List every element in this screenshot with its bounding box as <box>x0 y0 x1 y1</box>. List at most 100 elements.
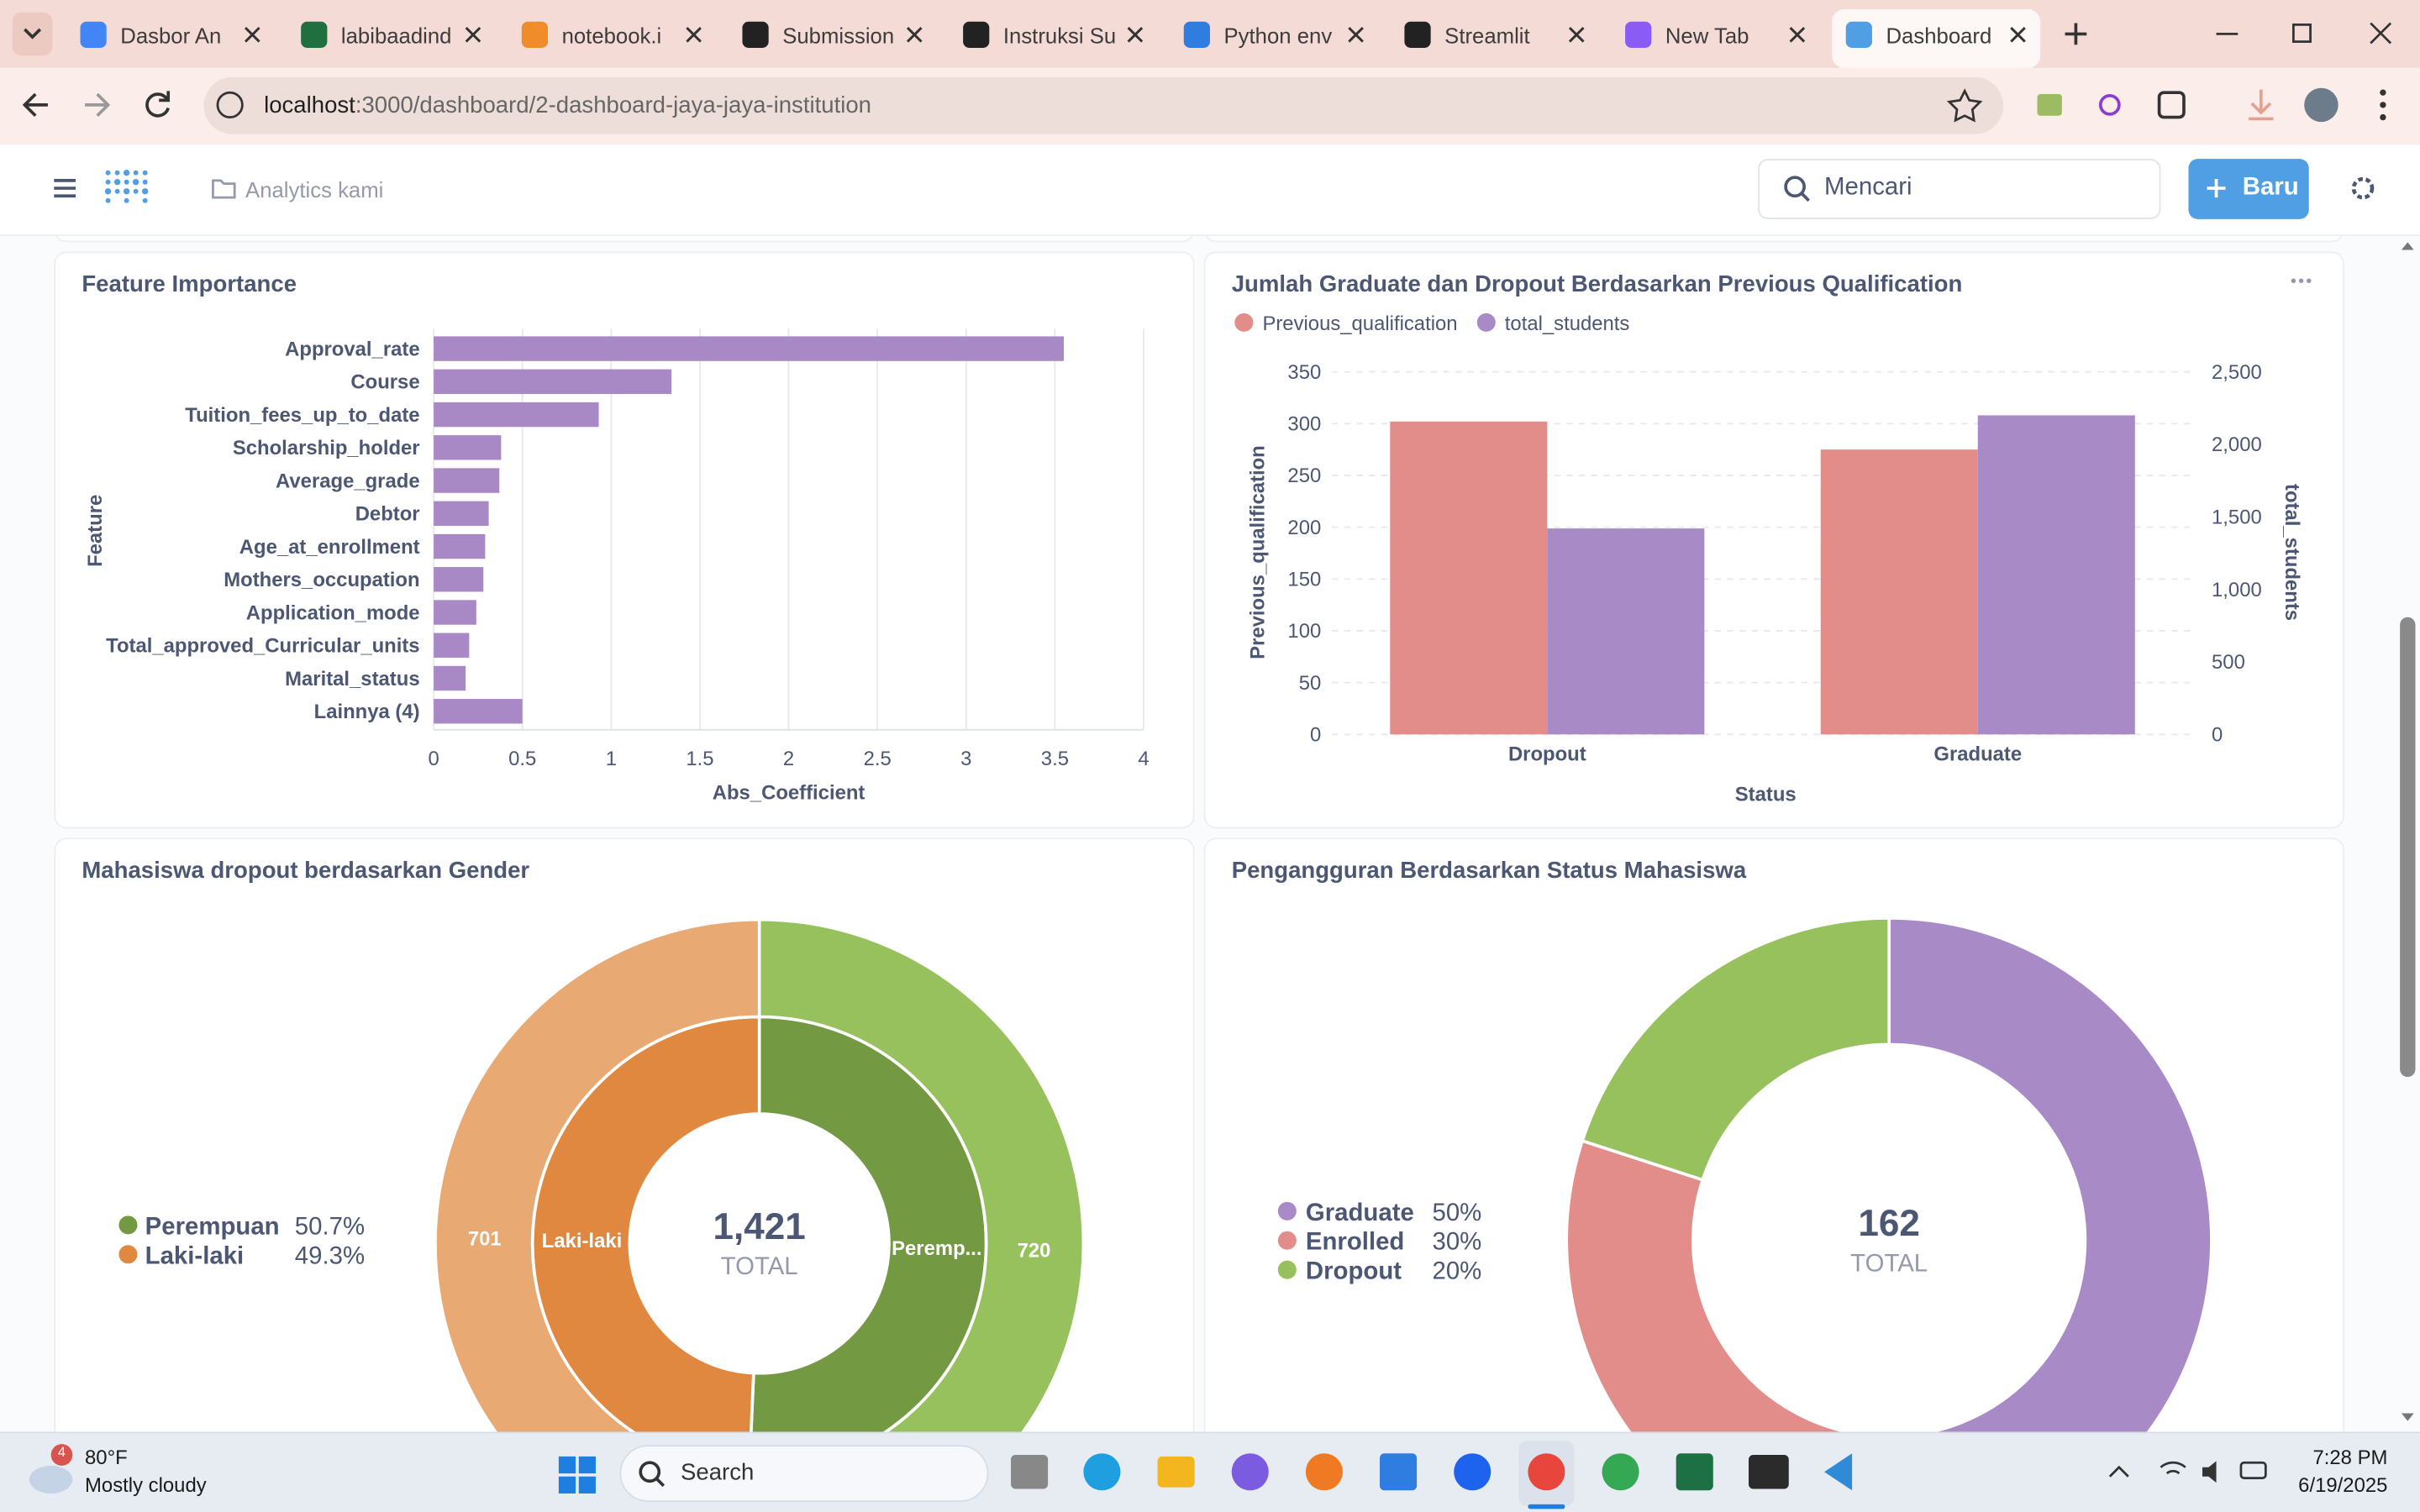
sidebar-toggle[interactable] <box>54 179 76 198</box>
bar <box>434 435 502 460</box>
app-icon[interactable] <box>1454 1453 1491 1491</box>
legend-value: 50% <box>1432 1199 1481 1226</box>
wifi-icon[interactable] <box>2160 1461 2186 1475</box>
url: localhost:3000/dashboard/2-dashboard-jay… <box>264 92 871 118</box>
url-field[interactable] <box>203 76 2004 134</box>
restore-button[interactable] <box>2292 24 2312 43</box>
profile-avatar[interactable] <box>2304 87 2338 123</box>
reload-button[interactable] <box>145 91 171 118</box>
logo[interactable] <box>104 170 149 203</box>
browser-tab[interactable]: Streamlit <box>1389 9 1605 61</box>
breadcrumb[interactable]: Analytics kami <box>245 177 384 202</box>
bar <box>434 501 489 526</box>
browser-tab[interactable]: notebook.i <box>506 9 722 61</box>
tab-icons <box>1404 21 1585 48</box>
menu-button[interactable] <box>2380 113 2386 121</box>
app-icon[interactable] <box>1011 1455 1049 1489</box>
bar <box>434 699 523 724</box>
weather-desc[interactable]: Mostly cloudy <box>85 1473 207 1497</box>
browser-tab[interactable]: Dasbor An <box>65 9 281 61</box>
scrollbar[interactable] <box>2396 234 2420 1431</box>
card: Feature Importance 0 0.5 1 1.5 2 2.5 3 3.5 4 Appr… <box>54 251 1195 829</box>
legend-swatch <box>118 1245 138 1264</box>
site-info-icon[interactable] <box>216 91 244 118</box>
total-value: 1,421 <box>713 1206 806 1247</box>
app-icon[interactable] <box>1231 1453 1269 1491</box>
extension-icon[interactable] <box>2098 94 2121 116</box>
bar <box>1547 528 1705 735</box>
y-tick-label: 150 <box>1287 569 1321 591</box>
forward-button[interactable] <box>85 92 111 118</box>
y-tick-label: Tuition_fees_up_to_date <box>185 404 419 427</box>
legend-label: total_students <box>1505 312 1630 335</box>
browser-tab[interactable]: Instruksi Su <box>948 9 1164 61</box>
card-menu[interactable] <box>2286 271 2323 290</box>
x-tick-label: 2 <box>783 748 794 770</box>
donut-segment <box>434 917 761 1432</box>
card <box>1203 236 2345 243</box>
clock-date[interactable]: 6/19/2025 <box>2298 1473 2388 1497</box>
legend-value: 20% <box>1432 1257 1481 1285</box>
tray-chevron[interactable] <box>2108 1465 2129 1478</box>
start-button[interactable] <box>558 1456 596 1494</box>
taskbar-icons <box>29 1441 2267 1509</box>
donut-segment <box>1565 1138 1855 1432</box>
legend-swatch <box>1277 1231 1297 1250</box>
bar <box>434 369 672 395</box>
tab-title: Instruksi Su <box>1002 23 1117 48</box>
bar <box>1390 421 1548 735</box>
y-tick-label: Approval_rate <box>285 338 419 360</box>
app-icon[interactable] <box>1528 1453 1565 1491</box>
new-button[interactable] <box>2188 159 2309 219</box>
browser-tab[interactable]: Python env <box>1168 9 1384 61</box>
search-box[interactable] <box>1758 159 2161 219</box>
taskbar-search[interactable] <box>619 1445 989 1503</box>
new-tab-button[interactable] <box>2065 23 2087 45</box>
app-icon[interactable] <box>1676 1453 1713 1491</box>
extension-icon[interactable] <box>2037 94 2062 116</box>
legend-label: Previous_qualification <box>1262 312 1457 335</box>
donut-segment <box>757 917 1086 1432</box>
y-tick-label: Debtor <box>355 503 420 526</box>
x-tick-label: 1.5 <box>686 748 713 770</box>
bar <box>434 402 599 428</box>
bookmark-star[interactable] <box>1946 88 1983 123</box>
downloads-button[interactable] <box>2249 89 2274 121</box>
app-icon[interactable] <box>1083 1453 1121 1491</box>
bar <box>434 533 486 559</box>
chart: 162 TOTAL Graduate 50% Enrolled 30% Dropout 20% <box>1277 916 2213 1432</box>
browser-tab[interactable]: Submission <box>727 9 943 61</box>
clock-time[interactable]: 7:28 PM <box>2312 1446 2388 1469</box>
settings-button[interactable] <box>2351 176 2375 200</box>
extensions-button[interactable] <box>2157 91 2186 119</box>
bar <box>434 600 476 625</box>
app-icon[interactable] <box>1157 1456 1195 1488</box>
card-title: Jumlah Graduate dan Dropout Berdasarkan … <box>1231 271 1963 298</box>
chart: Peremp... Laki-laki 720 701 1,421 TOTAL Peremp… <box>118 917 1086 1432</box>
tab-icons <box>80 21 260 48</box>
browser-tab[interactable]: New Tab <box>1610 9 1826 61</box>
app-icon[interactable] <box>1602 1453 1639 1491</box>
bar <box>434 633 470 658</box>
toolbar: localhost:3000/dashboard/2-dashboard-jay… <box>0 67 2420 145</box>
app-header-icons <box>54 159 2375 219</box>
search-icon <box>1784 176 1806 198</box>
battery-icon[interactable] <box>2239 1461 2267 1479</box>
volume-icon[interactable] <box>2202 1461 2217 1483</box>
y-tick-label: 300 <box>1287 413 1321 436</box>
chart: 0 0.5 1 1.5 2 2.5 3 3.5 4 Approval_rate Course Tuit… <box>84 328 1150 804</box>
back-button[interactable] <box>22 92 48 118</box>
tab-search-button[interactable] <box>12 12 53 56</box>
app-icon[interactable] <box>1824 1453 1853 1491</box>
app-icon[interactable] <box>1380 1453 1418 1491</box>
app-icon[interactable] <box>1749 1455 1789 1489</box>
close-window-button[interactable] <box>2370 22 2392 45</box>
dashboard: Feature Importance 0 0.5 1 1.5 2 2.5 3 3.5 4 Appr… <box>0 236 2396 1432</box>
weather-icon[interactable] <box>29 1465 73 1494</box>
browser-tab[interactable]: labibaadind <box>286 9 502 61</box>
scroll-thumb[interactable] <box>2400 617 2416 1078</box>
weather-temp[interactable]: 80°F <box>85 1446 128 1469</box>
search-placeholder: Mencari <box>1824 174 1912 201</box>
browser-tab[interactable]: Dashboard <box>1830 9 2046 61</box>
app-icon[interactable] <box>1305 1453 1343 1491</box>
